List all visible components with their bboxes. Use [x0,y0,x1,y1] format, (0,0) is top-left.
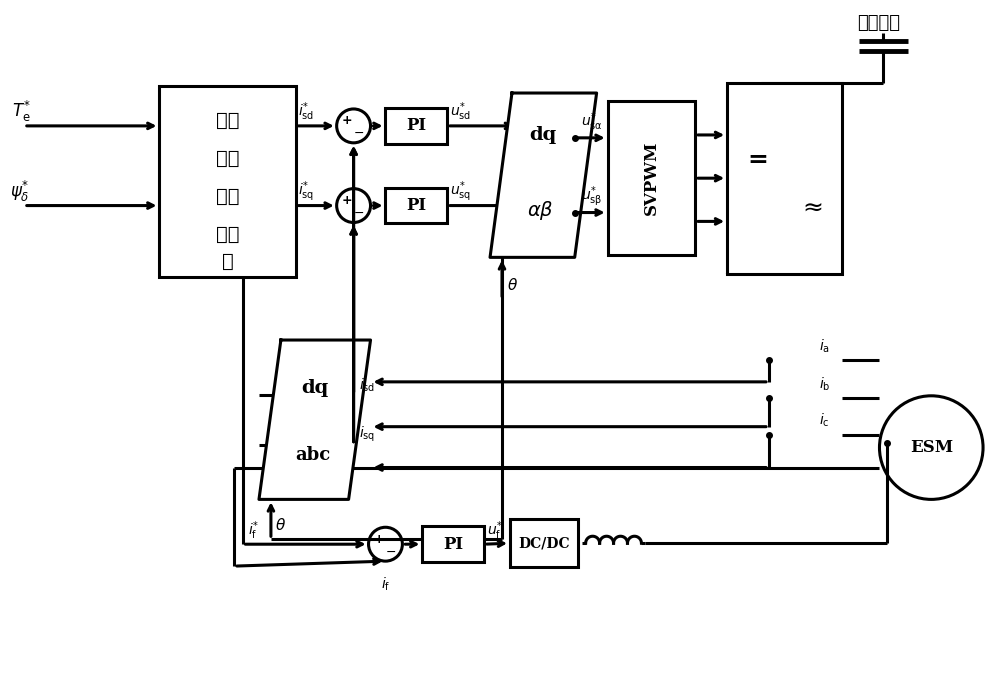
Text: $u_{\rm sd}^{*}$: $u_{\rm sd}^{*}$ [450,100,471,123]
Bar [422,526,484,562]
Text: dq: dq [301,379,328,397]
Text: =: = [748,148,768,172]
Text: abc: abc [295,446,330,464]
Text: 直流母线: 直流母线 [857,15,900,33]
Polygon shape [490,93,597,257]
Text: $i_{\rm b}$: $i_{\rm b}$ [819,375,830,392]
Text: PI: PI [406,197,426,214]
Text: $i_{\rm sq}^{*}$: $i_{\rm sq}^{*}$ [298,179,314,204]
Text: $u_{\rm s\beta}^{*}$: $u_{\rm s\beta}^{*}$ [581,184,603,209]
Bar [608,101,695,255]
Text: $u_{\rm s\alpha}^{*}$: $u_{\rm s\alpha}^{*}$ [581,111,603,133]
Bar [385,108,447,144]
Text: 协调: 协调 [216,149,239,168]
Text: $i_{\rm c}$: $i_{\rm c}$ [819,412,829,430]
Text: 运算: 运算 [216,225,239,244]
Text: DC/DC: DC/DC [518,536,570,550]
Bar [159,86,296,277]
Text: PI: PI [406,117,426,134]
Text: $\alpha\beta$: $\alpha\beta$ [527,199,554,222]
Text: $-$: $-$ [353,126,364,139]
Text: $T_{\rm e}^{*}$: $T_{\rm e}^{*}$ [12,99,31,125]
Text: dq: dq [530,126,557,144]
Text: $\theta$: $\theta$ [275,517,286,534]
Text: $i_{\rm sd}$: $i_{\rm sd}$ [359,376,375,394]
Text: $i_{\rm a}$: $i_{\rm a}$ [819,337,830,355]
Polygon shape [259,340,371,500]
Text: SVPWM: SVPWM [643,141,660,216]
Text: PI: PI [443,536,463,553]
Bar [510,519,578,567]
Text: +: + [341,114,352,128]
Text: $i_{\rm sq}$: $i_{\rm sq}$ [359,425,375,444]
Text: $u_{\rm f}^{*}$: $u_{\rm f}^{*}$ [487,519,503,541]
Text: $\approx$: $\approx$ [798,196,823,219]
Bar [727,83,842,274]
Text: +: + [373,533,384,545]
Text: $i_{\rm f}^{*}$: $i_{\rm f}^{*}$ [248,519,259,541]
Text: $\psi_{\delta}^{*}$: $\psi_{\delta}^{*}$ [10,179,30,204]
Text: $u_{\rm sq}^{*}$: $u_{\rm sq}^{*}$ [450,179,471,204]
Text: $i_{\rm f}$: $i_{\rm f}$ [381,576,390,593]
Text: +: + [341,194,352,207]
Text: 控制: 控制 [216,187,239,206]
Text: $-$: $-$ [353,206,364,219]
Text: $\theta$: $\theta$ [507,277,518,293]
Bar [385,188,447,224]
Text: 器: 器 [222,252,233,271]
Text: $i_{\rm sd}^{*}$: $i_{\rm sd}^{*}$ [298,100,314,123]
Text: $-$: $-$ [385,545,396,558]
Text: ESM: ESM [910,439,953,456]
Text: 电流: 电流 [216,112,239,130]
